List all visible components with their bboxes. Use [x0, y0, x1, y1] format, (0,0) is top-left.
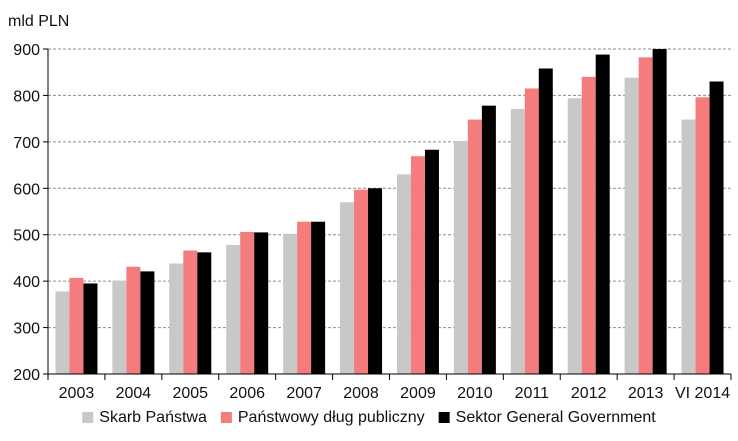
x-tick-label: 2006 — [229, 385, 265, 402]
legend-label: Państwowy dług publiczny — [238, 409, 425, 426]
unit-label: mld PLN — [8, 13, 69, 30]
bar-skarb-panstwa — [112, 280, 127, 374]
bar-skarb-panstwa — [453, 140, 468, 374]
bar-sektor-gg — [652, 49, 667, 374]
y-tick-label: 200 — [13, 367, 40, 384]
bar-skarb-panstwa — [283, 233, 298, 374]
x-tick-label: 2004 — [116, 385, 152, 402]
bar-skarb-panstwa — [55, 291, 70, 374]
y-tick-label: 900 — [13, 42, 40, 59]
bar-skarb-panstwa — [681, 119, 696, 374]
y-tick-label: 800 — [13, 88, 40, 105]
bar-skarb-panstwa — [510, 108, 525, 375]
gridlines — [48, 48, 731, 329]
bar-skarb-panstwa — [567, 98, 582, 374]
legend-swatch — [220, 412, 232, 423]
bar-panstwowy-dlug — [240, 231, 255, 374]
y-tick-label: 500 — [13, 228, 40, 245]
bar-skarb-panstwa — [624, 77, 639, 375]
bar-skarb-panstwa — [340, 202, 355, 374]
y-tick-label: 700 — [13, 135, 40, 152]
bar-sektor-gg — [368, 188, 383, 374]
x-tick-label: VI 2014 — [675, 385, 730, 402]
bar-panstwowy-dlug — [638, 57, 653, 374]
legend-swatch — [82, 412, 94, 423]
bar-panstwowy-dlug — [410, 156, 425, 374]
x-tick-label: 2008 — [343, 385, 379, 402]
bar-sektor-gg — [83, 283, 98, 374]
bar-sektor-gg — [254, 232, 269, 374]
x-tick-label: 2010 — [457, 385, 493, 402]
y-tick-label: 300 — [13, 321, 40, 338]
bar-skarb-panstwa — [226, 244, 241, 374]
bar-panstwowy-dlug — [467, 119, 482, 374]
legend-swatch — [438, 412, 450, 423]
bar-panstwowy-dlug — [69, 277, 84, 374]
bar-panstwowy-dlug — [297, 221, 312, 374]
axes: 200 300 400 500 600 700 800 900 2003 2004 2005 2006… — [13, 42, 732, 402]
bar-sektor-gg — [197, 252, 212, 374]
bar-panstwowy-dlug — [524, 88, 539, 374]
bar-panstwowy-dlug — [354, 189, 369, 374]
bar-sektor-gg — [424, 149, 439, 374]
bar-sektor-gg — [140, 271, 155, 374]
x-tick-label: 2005 — [172, 385, 208, 402]
x-tick-label: 2013 — [628, 385, 664, 402]
bar-panstwowy-dlug — [183, 250, 198, 374]
bar-sektor-gg — [595, 54, 610, 374]
bar-panstwowy-dlug — [126, 266, 141, 374]
x-tick-label: 2012 — [571, 385, 607, 402]
x-tick-label: 2009 — [400, 385, 436, 402]
bar-panstwowy-dlug — [695, 97, 710, 375]
legend: Skarb Państwa Państwowy dług publiczny Sek… — [82, 409, 656, 426]
x-tick-label: 2007 — [286, 385, 322, 402]
bar-sektor-gg — [481, 105, 496, 375]
bars — [55, 49, 724, 375]
x-tick-label: 2011 — [515, 385, 550, 402]
legend-label: Skarb Państwa — [99, 409, 207, 426]
y-tick-label: 400 — [13, 274, 40, 291]
bar-skarb-panstwa — [169, 263, 184, 374]
bar-panstwowy-dlug — [581, 76, 596, 374]
bar-sektor-gg — [709, 81, 724, 374]
x-tick-label: 2003 — [59, 385, 95, 402]
bar-sektor-gg — [538, 68, 553, 374]
bar-sektor-gg — [311, 221, 326, 374]
y-tick-label: 600 — [13, 181, 40, 198]
bar-skarb-panstwa — [396, 174, 411, 374]
legend-label: Sektor General Government — [456, 409, 657, 426]
